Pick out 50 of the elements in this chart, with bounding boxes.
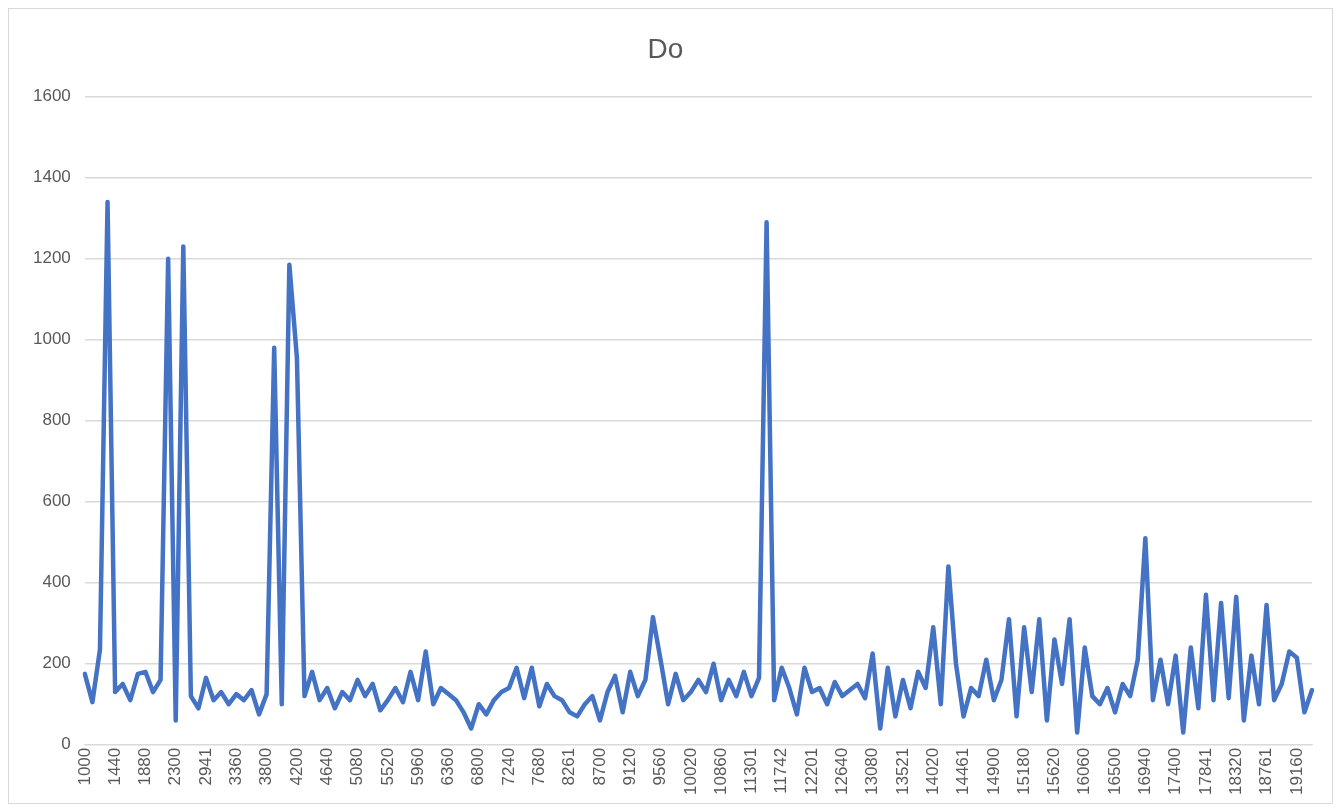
y-tick-label: 800 — [42, 410, 71, 430]
x-tick-label: 1880 — [135, 747, 155, 786]
y-tick-label: 0 — [61, 734, 71, 754]
x-tick-label: 14020 — [922, 747, 942, 796]
x-tick-label: 11301 — [741, 747, 761, 794]
x-tick-label: 16940 — [1135, 747, 1155, 796]
x-tick-label: 10860 — [710, 747, 730, 796]
x-tick-label: 18320 — [1225, 747, 1245, 796]
x-tick-label: 16060 — [1074, 747, 1094, 796]
x-tick-label: 15180 — [1013, 747, 1033, 796]
x-tick-label: 17400 — [1165, 747, 1185, 796]
x-tick-label: 6360 — [438, 747, 458, 786]
x-tick-label: 9120 — [619, 747, 639, 786]
x-tick-label: 8700 — [589, 747, 609, 786]
x-tick-label: 5520 — [377, 747, 397, 786]
x-tick-label: 4200 — [286, 747, 306, 786]
x-tick-label: 4640 — [316, 747, 336, 786]
x-tick-label: 10020 — [680, 747, 700, 796]
x-tick-label: 18761 — [1256, 747, 1276, 796]
y-tick-label: 1400 — [32, 167, 71, 187]
y-tick-label: 1200 — [32, 248, 71, 268]
y-tick-label: 1000 — [32, 329, 71, 349]
x-tick-label: 5960 — [407, 747, 427, 786]
x-tick-label: 6800 — [468, 747, 488, 786]
x-tick-label: 19160 — [1286, 747, 1306, 796]
y-tick-label: 200 — [42, 653, 71, 673]
x-tick-label: 2941 — [195, 747, 215, 786]
x-tick-label: 1440 — [104, 747, 124, 786]
x-tick-label: 2300 — [165, 747, 185, 786]
x-tick-label: 5080 — [347, 747, 367, 786]
x-tick-label: 14461 — [953, 747, 973, 796]
x-tick-label: 7240 — [498, 747, 518, 786]
x-tick-label: 3800 — [256, 747, 276, 786]
x-tick-label: 13080 — [862, 747, 882, 796]
x-tick-label: 7680 — [529, 747, 549, 786]
x-tick-label: 14900 — [983, 747, 1003, 796]
x-tick-label: 15620 — [1044, 747, 1064, 796]
x-tick-label: 9560 — [650, 747, 670, 786]
x-tick-label: 17841 — [1195, 747, 1215, 796]
y-tick-label: 600 — [42, 491, 71, 511]
chart-title: Do — [647, 32, 684, 64]
y-tick-label: 400 — [42, 572, 71, 592]
x-tick-label: 8261 — [559, 747, 579, 786]
x-tick-label: 16500 — [1104, 747, 1124, 796]
y-tick-label: 1600 — [32, 86, 71, 106]
x-tick-label: 3360 — [226, 747, 246, 786]
x-tick-label: 12201 — [801, 747, 821, 796]
x-tick-label: 11742 — [771, 747, 791, 794]
x-tick-label: 13521 — [892, 747, 912, 796]
x-tick-label: 12640 — [832, 747, 852, 796]
